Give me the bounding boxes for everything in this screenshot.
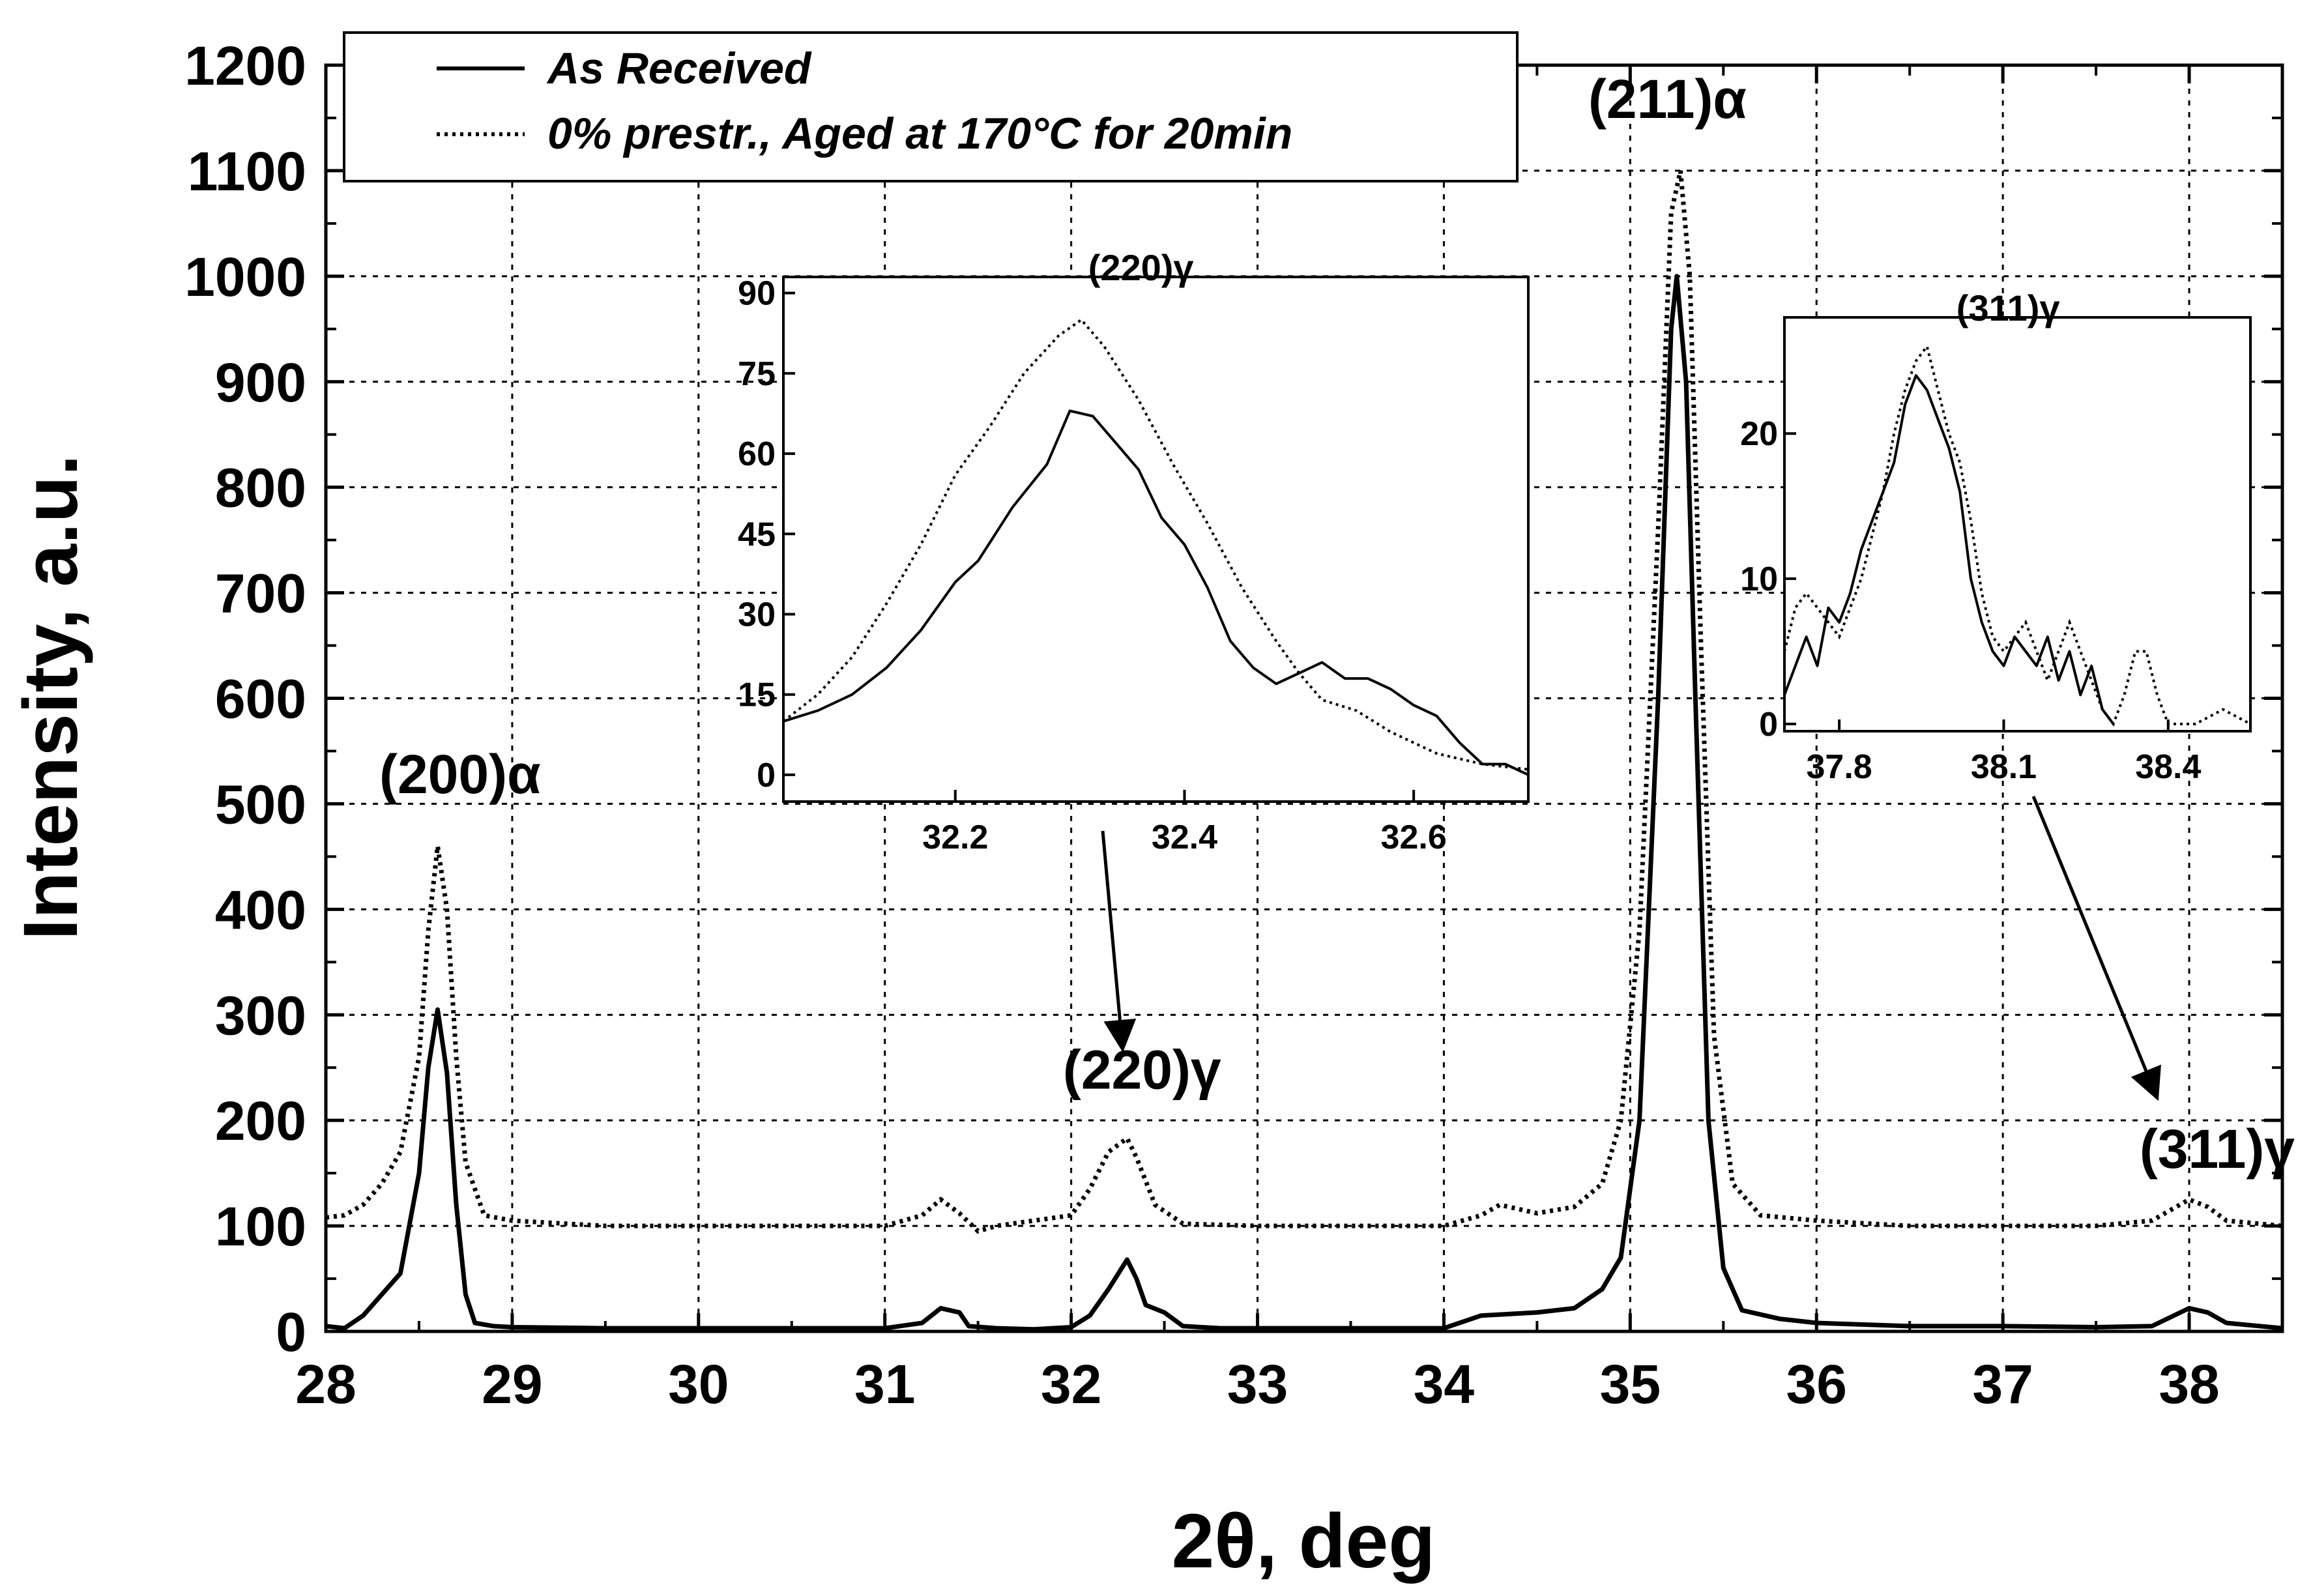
inset-220-plot: 32.2 32.4 32.6 0 15 30 45 60 75 90 (220)γ xyxy=(738,247,1530,856)
series-aged xyxy=(325,170,2283,1234)
legend-label-aged: 0% prestr., Aged at 170°C for 20min xyxy=(547,109,1292,158)
y-tick-label: 0 xyxy=(276,1301,306,1363)
x-tick-label: 35 xyxy=(1600,1354,1661,1415)
inset-series-aged xyxy=(782,318,1529,771)
y-tick-label: 100 xyxy=(215,1196,306,1257)
inset-title: (311)γ xyxy=(1956,287,2060,328)
inset-y-tick-label: 15 xyxy=(738,676,776,714)
main-ticks: 28 29 30 31 32 33 34 35 36 37 38010020030040050060… xyxy=(184,35,2284,1415)
x-tick-label: 28 xyxy=(295,1354,356,1415)
inset-frame xyxy=(1783,316,2252,733)
inset-series-as-received xyxy=(783,409,1529,776)
y-tick-label: 200 xyxy=(215,1090,306,1152)
inset-x-tick-label: 38.4 xyxy=(2135,748,2201,786)
x-tick-label: 37 xyxy=(1972,1354,2033,1415)
inset-y-tick-label: 0 xyxy=(757,757,776,794)
x-axis-title: 2θ, deg xyxy=(1172,1498,1436,1584)
x-tick-label: 36 xyxy=(1786,1354,1847,1415)
y-tick-label: 700 xyxy=(215,563,306,624)
peak-label: (200)α xyxy=(379,744,541,805)
arrow-311 xyxy=(2031,796,2161,1101)
y-tick-label: 1200 xyxy=(184,35,306,96)
inset-311-plot: 37.8 38.1 38.4 0 10 20 (311)γ xyxy=(1740,287,2252,786)
inset-title: (220)γ xyxy=(1088,247,1194,288)
main-series xyxy=(325,170,2283,1332)
inset-x-tick-label: 37.8 xyxy=(1807,748,1872,786)
legend-box xyxy=(343,31,1519,182)
inset-series-as-received xyxy=(1783,374,2115,725)
inset-x-tick-label: 38.1 xyxy=(1971,748,2037,786)
y-tick-label: 300 xyxy=(215,985,306,1046)
inset-y-tick-label: 75 xyxy=(738,355,776,393)
y-tick-label: 800 xyxy=(215,457,306,519)
x-tick-label: 31 xyxy=(854,1354,915,1415)
y-tick-label: 1100 xyxy=(188,141,306,202)
inset-y-tick-label: 10 xyxy=(1740,560,1778,598)
inset-y-tick-label: 20 xyxy=(1740,415,1778,453)
inset-y-tick-label: 0 xyxy=(1759,706,1778,744)
legend-label-as-received: As Received xyxy=(546,44,812,93)
peak-label: (311)γ xyxy=(2140,1118,2295,1180)
x-tick-label: 30 xyxy=(668,1354,729,1415)
series-as-received xyxy=(325,274,2283,1332)
y-tick-label: 400 xyxy=(215,879,306,940)
inset-y-tick-label: 45 xyxy=(738,515,776,553)
peak-label: (211)α xyxy=(1588,68,1747,130)
inset-x-tick-label: 32.6 xyxy=(1381,819,1447,856)
inset-y-tick-label: 60 xyxy=(738,435,776,473)
x-tick-label: 38 xyxy=(2159,1354,2219,1415)
y-tick-label: 900 xyxy=(215,352,306,413)
inset-y-tick-label: 30 xyxy=(738,596,776,634)
x-tick-label: 34 xyxy=(1414,1354,1475,1415)
y-axis-title: Intensity, a.u. xyxy=(8,454,94,940)
inset-y-tick-label: 90 xyxy=(738,275,776,313)
x-tick-label: 29 xyxy=(482,1354,542,1415)
arrow-220 xyxy=(1101,830,1137,1052)
x-tick-label: 33 xyxy=(1227,1354,1288,1415)
x-tick-label: 32 xyxy=(1041,1354,1101,1415)
y-tick-label: 500 xyxy=(215,774,306,835)
inset-x-tick-label: 32.4 xyxy=(1152,819,1217,856)
inset-x-tick-label: 32.2 xyxy=(922,819,988,856)
inset-frame xyxy=(782,276,1530,803)
legend: As Received 0% prestr., Aged at 170°C fo… xyxy=(343,31,1519,182)
y-tick-label: 1000 xyxy=(184,246,306,308)
peak-annotations: (200)α (220)γ (211)α (311)γ xyxy=(379,68,2295,1180)
peak-label: (220)γ xyxy=(1063,1039,1221,1101)
y-tick-label: 600 xyxy=(215,669,306,730)
